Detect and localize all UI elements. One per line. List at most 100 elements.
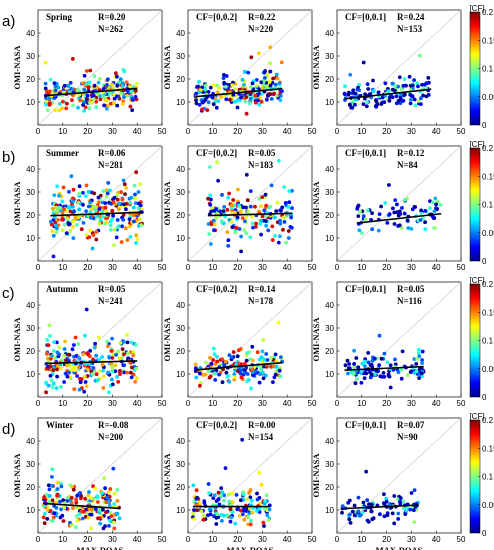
data-point	[260, 349, 265, 354]
data-point	[124, 207, 128, 212]
colorbar-tick-label: 0.1	[482, 201, 494, 210]
data-point	[253, 369, 258, 374]
data-point	[226, 195, 231, 200]
data-point	[89, 496, 93, 501]
data-point	[369, 509, 374, 514]
one-to-one-line	[37, 9, 163, 126]
data-point	[244, 205, 248, 210]
points	[43, 57, 139, 113]
data-point	[255, 350, 260, 355]
data-point	[51, 368, 56, 373]
x-tick-label: 50	[457, 535, 466, 544]
data-point	[280, 89, 284, 93]
data-point	[248, 495, 253, 500]
data-point	[221, 209, 226, 214]
data-point	[410, 83, 415, 88]
colorbar-label: [CF]	[469, 412, 484, 421]
row-label: d)	[2, 421, 15, 438]
data-point	[51, 515, 56, 520]
data-point	[379, 356, 384, 361]
regression-line	[42, 502, 120, 510]
data-point	[248, 189, 253, 194]
data-point	[47, 487, 52, 492]
x-tick-label: 50	[308, 127, 317, 136]
data-point	[420, 361, 424, 365]
data-point	[214, 522, 219, 526]
panel-2-0: 0 10 20 30 40 50 10 20 30 40 OMI-NASA Autumn R=0.05 N…	[12, 281, 167, 408]
data-point	[409, 97, 413, 102]
data-point	[268, 61, 272, 65]
data-point	[388, 385, 393, 390]
data-point	[249, 55, 254, 60]
data-point	[225, 513, 229, 518]
data-point	[405, 218, 410, 223]
data-point	[361, 102, 366, 106]
data-point	[52, 81, 57, 85]
data-point	[273, 372, 278, 377]
data-point	[72, 365, 77, 370]
r-value: R=0.05	[397, 284, 425, 294]
data-point	[119, 91, 123, 96]
data-point	[267, 507, 272, 512]
data-point	[51, 210, 56, 214]
data-point	[129, 375, 134, 380]
x-tick-label: 20	[83, 399, 92, 408]
data-point	[111, 520, 116, 525]
data-point	[262, 70, 267, 75]
data-point	[200, 85, 204, 90]
y-axis-label: OMI-NASA	[12, 453, 22, 498]
x-tick-label: 20	[233, 127, 242, 136]
data-point	[421, 93, 425, 98]
data-point	[416, 351, 421, 356]
data-point	[279, 355, 283, 360]
data-point	[75, 374, 79, 378]
data-point	[115, 375, 119, 379]
data-point	[396, 99, 401, 103]
data-point	[115, 499, 120, 503]
data-point	[49, 378, 54, 383]
y-tick-label: 30	[325, 52, 334, 61]
x-tick-label: 30	[108, 535, 117, 544]
data-point	[115, 488, 120, 492]
data-point	[263, 499, 268, 504]
data-point	[209, 242, 213, 246]
data-point	[273, 234, 277, 238]
data-point	[226, 238, 231, 243]
data-point	[119, 190, 123, 195]
data-point	[357, 228, 362, 233]
data-point	[106, 181, 111, 185]
data-point	[65, 101, 69, 106]
data-point	[101, 507, 105, 512]
data-point	[103, 201, 108, 206]
data-point	[94, 99, 99, 104]
data-point	[208, 203, 213, 207]
data-point	[66, 352, 71, 357]
data-point	[81, 202, 85, 207]
data-point	[107, 91, 112, 95]
data-point	[382, 514, 387, 519]
data-point	[420, 371, 424, 376]
data-point	[52, 511, 57, 515]
data-point	[385, 360, 390, 365]
data-point	[44, 380, 48, 385]
data-point	[280, 205, 285, 210]
data-point	[373, 104, 378, 108]
data-point	[97, 357, 101, 362]
data-point	[204, 360, 208, 365]
data-point	[131, 353, 136, 358]
data-point	[393, 198, 398, 203]
panel-grid: 0 10 20 30 40 50 10 20 30 40 OMI-NASA Spring R=0.20 N…	[12, 9, 466, 550]
data-point	[206, 90, 211, 94]
data-point	[390, 81, 395, 86]
colorbar-label: [CF]	[469, 140, 484, 149]
data-point	[70, 98, 74, 102]
data-point	[133, 201, 138, 206]
r-value: R=0.05	[248, 148, 276, 158]
data-point	[108, 188, 112, 193]
data-point	[232, 372, 237, 376]
data-point	[238, 347, 243, 351]
data-point	[412, 205, 417, 209]
data-point	[132, 183, 137, 188]
one-to-one-line	[336, 9, 462, 126]
data-point	[250, 344, 255, 349]
